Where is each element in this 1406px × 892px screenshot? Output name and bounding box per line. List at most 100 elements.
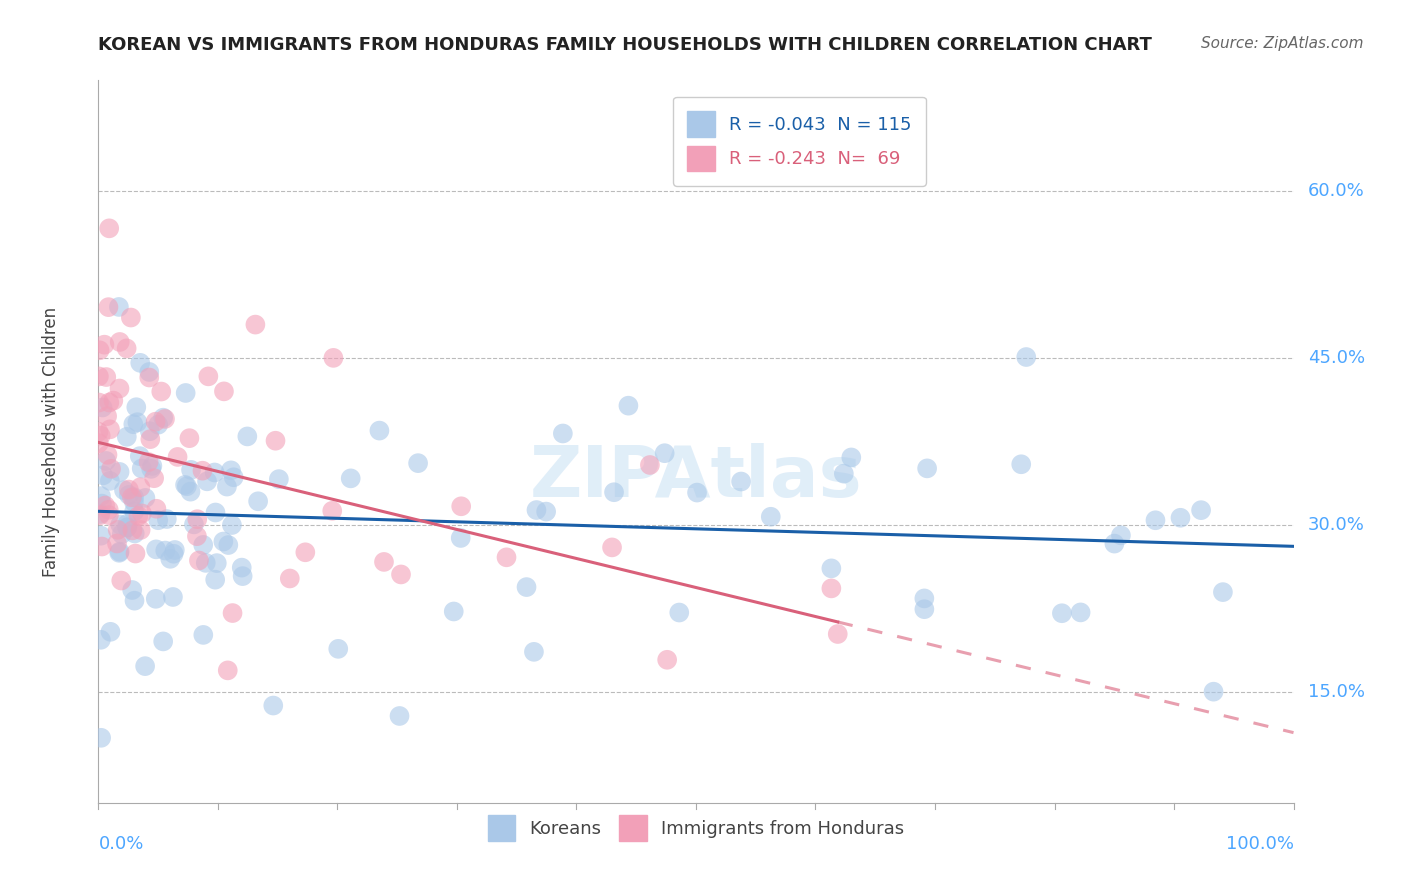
Point	[145, 542, 167, 557]
Point	[115, 430, 138, 444]
Point	[657, 653, 679, 667]
Point	[174, 478, 197, 492]
Point	[603, 485, 626, 500]
Text: 100.0%: 100.0%	[1226, 835, 1294, 854]
Point	[131, 507, 153, 521]
Point	[912, 591, 935, 606]
Point	[100, 462, 122, 476]
Point	[94, 499, 117, 513]
Point	[152, 634, 174, 648]
Point	[197, 369, 219, 384]
Point	[90, 540, 112, 554]
Point	[128, 449, 150, 463]
Point	[108, 544, 131, 558]
Point	[368, 424, 391, 438]
Point	[450, 500, 472, 514]
Point	[186, 512, 208, 526]
Point	[108, 300, 131, 314]
Point	[321, 504, 343, 518]
Point	[654, 446, 676, 460]
Point	[232, 569, 254, 583]
Point	[127, 508, 149, 523]
Point	[90, 529, 112, 543]
Point	[93, 337, 115, 351]
Point	[115, 342, 138, 356]
Point	[134, 491, 156, 505]
Point	[162, 590, 184, 604]
Point	[162, 547, 184, 561]
Point	[122, 495, 145, 509]
Point	[90, 632, 112, 647]
Point	[193, 538, 215, 552]
Point	[278, 572, 301, 586]
Point	[267, 472, 290, 486]
Point	[217, 538, 239, 552]
Point	[90, 489, 112, 503]
Point	[97, 508, 120, 523]
Point	[118, 483, 141, 497]
Point	[87, 436, 110, 450]
Point	[97, 502, 120, 516]
Point	[215, 480, 238, 494]
Point	[245, 318, 267, 332]
Point	[96, 448, 118, 462]
Point	[183, 517, 205, 532]
Point	[163, 543, 186, 558]
Point	[231, 560, 253, 574]
Point	[264, 434, 287, 448]
Point	[89, 507, 111, 521]
Point	[87, 425, 110, 439]
Point	[1070, 606, 1092, 620]
Point	[217, 664, 239, 678]
Point	[186, 529, 208, 543]
Point	[145, 591, 167, 606]
Point	[339, 471, 361, 485]
Point	[193, 628, 215, 642]
Point	[166, 450, 188, 464]
Point	[219, 463, 242, 477]
Point	[141, 458, 163, 473]
Point	[105, 536, 128, 550]
Point	[155, 543, 177, 558]
Point	[90, 497, 112, 511]
Point	[221, 518, 243, 533]
Point	[134, 659, 156, 673]
Point	[96, 370, 118, 384]
Point	[152, 410, 174, 425]
Point	[111, 527, 134, 541]
Point	[1050, 606, 1073, 620]
Point	[912, 602, 935, 616]
Point	[179, 484, 201, 499]
Point	[112, 483, 135, 498]
Point	[534, 505, 557, 519]
Point	[668, 606, 690, 620]
Point	[120, 310, 142, 325]
Point	[143, 471, 166, 485]
Point	[373, 555, 395, 569]
Point	[108, 334, 131, 349]
Point	[180, 463, 202, 477]
Point	[205, 556, 228, 570]
Point	[1202, 684, 1225, 698]
Point	[98, 474, 121, 488]
Point	[148, 513, 170, 527]
Point	[129, 523, 152, 537]
Point	[294, 545, 316, 559]
Point	[124, 593, 146, 607]
Point	[122, 491, 145, 505]
Point	[131, 461, 153, 475]
Text: Source: ZipAtlas.com: Source: ZipAtlas.com	[1201, 36, 1364, 51]
Point	[222, 470, 245, 484]
Point	[145, 415, 167, 429]
Point	[600, 541, 623, 555]
Point	[148, 417, 170, 432]
Point	[191, 464, 214, 478]
Point	[1212, 585, 1234, 599]
Point	[388, 709, 411, 723]
Point	[195, 475, 218, 489]
Point	[103, 393, 125, 408]
Point	[204, 506, 226, 520]
Point	[1109, 528, 1132, 542]
Point	[117, 520, 139, 534]
Point	[759, 509, 782, 524]
